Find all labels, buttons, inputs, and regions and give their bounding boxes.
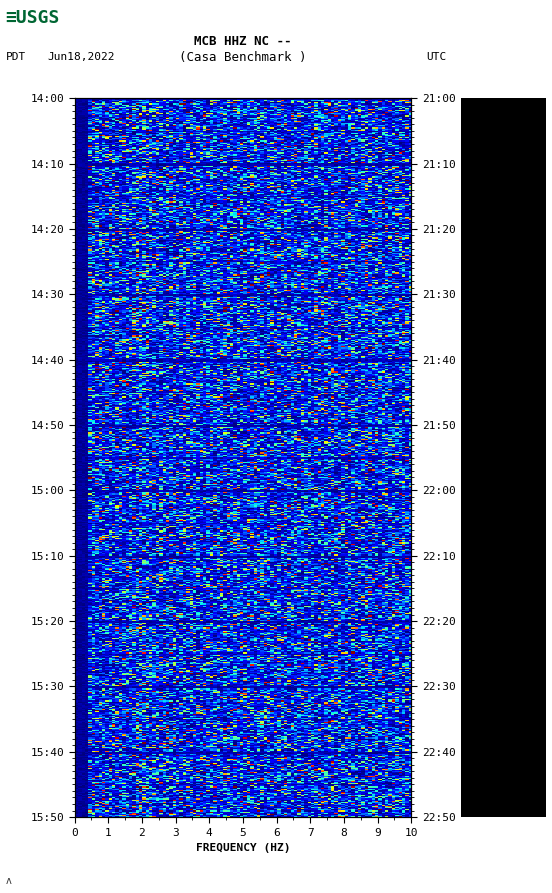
Text: ʌ: ʌ (6, 876, 12, 886)
Text: UTC: UTC (426, 52, 446, 63)
Text: PDT: PDT (6, 52, 26, 63)
X-axis label: FREQUENCY (HZ): FREQUENCY (HZ) (195, 843, 290, 853)
Text: Jun18,2022: Jun18,2022 (47, 52, 114, 63)
Text: ≡USGS: ≡USGS (6, 9, 60, 27)
Text: (Casa Benchmark ): (Casa Benchmark ) (179, 51, 306, 63)
Text: MCB HHZ NC --: MCB HHZ NC -- (194, 36, 291, 48)
